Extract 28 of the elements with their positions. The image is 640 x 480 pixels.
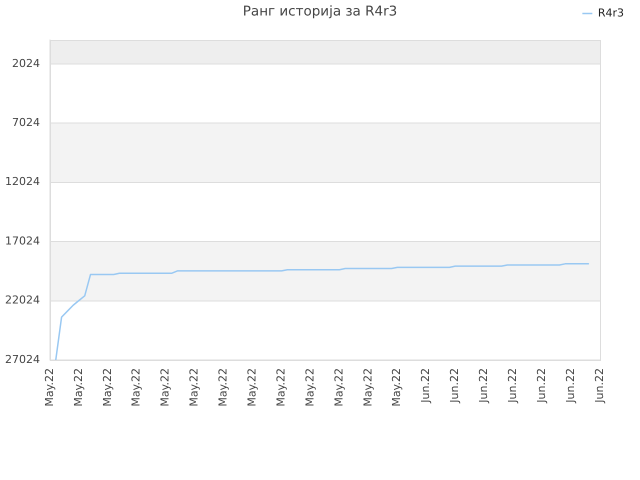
x-tick-label: May.22 xyxy=(130,368,143,407)
y-tick-label: 7024 xyxy=(12,116,40,130)
x-tick-label: Jun.22 xyxy=(564,368,577,404)
chart-title: Ранг историја за R4r3 xyxy=(242,4,398,20)
x-tick-label: May.22 xyxy=(100,368,114,407)
x-tick-label: Jun.22 xyxy=(448,368,462,404)
x-tick-label: Jun.22 xyxy=(419,368,432,404)
y-tick-label: 22024 xyxy=(5,294,40,307)
x-tick-label: May.22 xyxy=(42,368,56,407)
y-tick-label: 27024 xyxy=(5,352,40,366)
x-tick-label: May.22 xyxy=(332,368,346,407)
x-tick-label: May.22 xyxy=(303,368,316,407)
x-tick-label: Jun.22 xyxy=(506,368,520,404)
y-tick-label: 12024 xyxy=(5,175,40,188)
y-tick-label: 2024 xyxy=(12,56,40,70)
legend-label: R4r3 xyxy=(598,6,624,20)
x-tick-label: May.22 xyxy=(188,368,201,407)
x-tick-label: Jun.22 xyxy=(592,368,606,404)
x-tick-label: Jun.22 xyxy=(534,368,548,404)
x-tick-label: May.22 xyxy=(390,368,404,407)
x-tick-label: May.22 xyxy=(274,368,288,407)
x-tick-label: May.22 xyxy=(361,368,374,407)
x-tick-label: May.22 xyxy=(245,368,258,407)
x-tick-label: May.22 xyxy=(72,368,85,407)
x-tick-label: May.22 xyxy=(158,368,172,407)
x-tick-label: May.22 xyxy=(216,368,230,407)
y-tick-label: 17024 xyxy=(5,234,40,248)
x-tick-label: Jun.22 xyxy=(477,368,490,404)
